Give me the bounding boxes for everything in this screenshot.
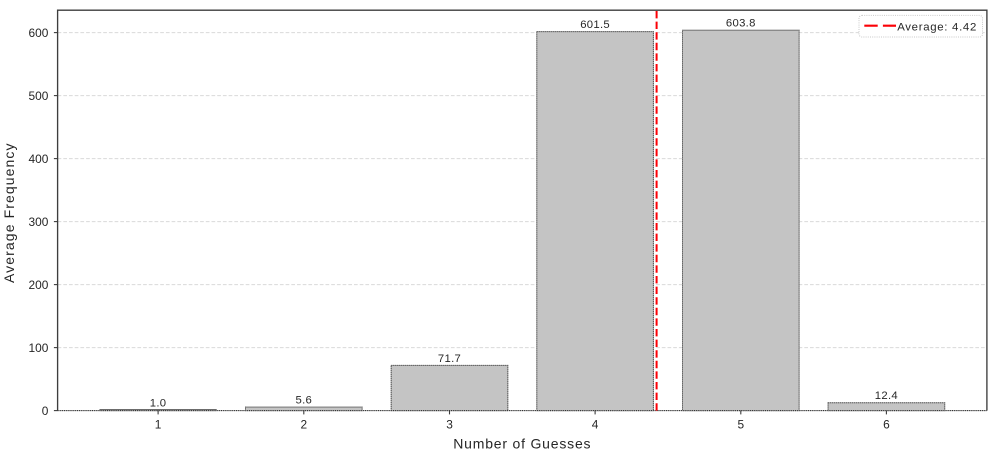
- svg-text:1: 1: [155, 418, 162, 432]
- svg-text:400: 400: [29, 152, 49, 166]
- svg-text:603.8: 603.8: [726, 18, 756, 30]
- svg-text:100: 100: [29, 341, 49, 355]
- svg-text:601.5: 601.5: [580, 19, 610, 31]
- svg-text:0: 0: [42, 404, 49, 418]
- svg-text:200: 200: [29, 278, 49, 292]
- svg-text:1.0: 1.0: [150, 397, 167, 409]
- svg-text:71.7: 71.7: [438, 353, 461, 365]
- svg-text:6: 6: [883, 418, 890, 432]
- svg-text:12.4: 12.4: [875, 390, 898, 402]
- svg-text:Average: 4.42: Average: 4.42: [897, 21, 977, 33]
- svg-text:2: 2: [300, 418, 307, 432]
- svg-text:3: 3: [446, 418, 453, 432]
- svg-text:5.6: 5.6: [295, 395, 312, 407]
- svg-text:4: 4: [592, 418, 599, 432]
- svg-text:Average Frequency: Average Frequency: [1, 142, 17, 283]
- svg-text:600: 600: [29, 26, 49, 40]
- svg-text:500: 500: [29, 89, 49, 103]
- svg-text:Number of Guesses: Number of Guesses: [453, 436, 591, 452]
- svg-text:5: 5: [737, 418, 744, 432]
- svg-text:300: 300: [29, 215, 49, 229]
